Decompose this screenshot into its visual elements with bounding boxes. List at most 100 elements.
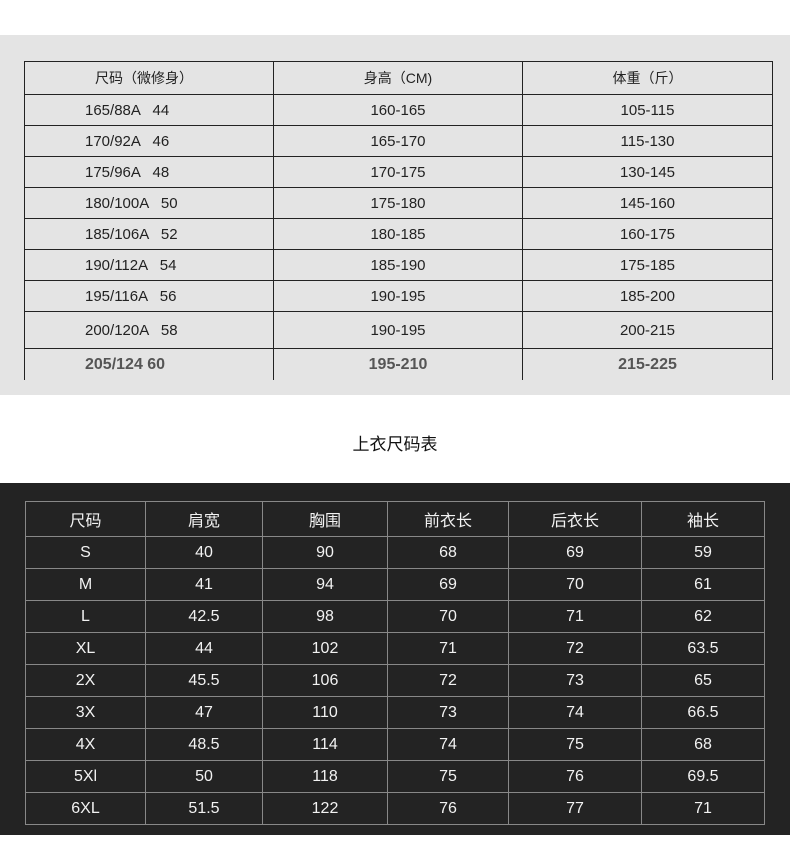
header-cell: 袖长: [641, 501, 765, 537]
table-cell: 195/116A 56: [24, 280, 274, 312]
table-cell: 44: [145, 632, 263, 665]
table-cell: 6XL: [25, 792, 146, 825]
table-cell: 69.5: [641, 760, 765, 793]
table-row: S 40 90 68 69 59: [25, 536, 765, 569]
table-row: 200/120A 58 190-195 200-215: [24, 311, 773, 349]
header-row: 尺码（微修身） 身高（CM) 体重（斤）: [24, 61, 773, 95]
table-cell: 41: [145, 568, 263, 601]
table-row: 195/116A 56 190-195 185-200: [24, 280, 773, 312]
table-cell: 165/88A 44: [24, 94, 274, 126]
table-cell: 72: [387, 664, 509, 697]
header-cell: 肩宽: [145, 501, 263, 537]
table-cell: 75: [387, 760, 509, 793]
table-cell: 50: [145, 760, 263, 793]
table-cell: 70: [508, 568, 642, 601]
table-cell: 51.5: [145, 792, 263, 825]
table-row: 185/106A 52 180-185 160-175: [24, 218, 773, 250]
table-cell: M: [25, 568, 146, 601]
table-cell: 62: [641, 600, 765, 633]
table-cell: 175-185: [522, 249, 773, 281]
table-cell: 94: [262, 568, 388, 601]
table-cell: 4X: [25, 728, 146, 761]
table-cell: 45.5: [145, 664, 263, 697]
table-cell: 215-225: [522, 348, 773, 380]
table-cell: 122: [262, 792, 388, 825]
table-cell: 185-200: [522, 280, 773, 312]
table-cell: 61: [641, 568, 765, 601]
table-row: L 42.5 98 70 71 62: [25, 600, 765, 633]
table-cell: 160-165: [273, 94, 523, 126]
table-cell: 73: [387, 696, 509, 729]
table-cell: 175-180: [273, 187, 523, 219]
table-cell: 185-190: [273, 249, 523, 281]
table-cell: 70: [387, 600, 509, 633]
table-cell: 48.5: [145, 728, 263, 761]
table-cell: 160-175: [522, 218, 773, 250]
header-cell: 前衣长: [387, 501, 509, 537]
table-cell: 195-210: [273, 348, 523, 380]
table-cell: 165-170: [273, 125, 523, 157]
table-cell: 90: [262, 536, 388, 569]
header-cell: 身高（CM): [273, 61, 523, 95]
table-row: 205/124 60 195-210 215-225: [24, 348, 773, 380]
table-cell: 106: [262, 664, 388, 697]
table-cell: 74: [387, 728, 509, 761]
table-cell: 98: [262, 600, 388, 633]
table-cell: 180/100A 50: [24, 187, 274, 219]
table-row: 4X 48.5 114 74 75 68: [25, 728, 765, 761]
table-cell: 71: [641, 792, 765, 825]
table-cell: 66.5: [641, 696, 765, 729]
table-cell: 47: [145, 696, 263, 729]
table-row: 3X 47 110 73 74 66.5: [25, 696, 765, 729]
size-chart-bottom: 尺码 肩宽 胸围 前衣长 后衣长 袖长 S 40 90 68 69 59 M 41 94 69 70 61 L 42.…: [25, 501, 765, 825]
table-cell: 40: [145, 536, 263, 569]
table-cell: 2X: [25, 664, 146, 697]
table-cell: 77: [508, 792, 642, 825]
top-size-title: 上衣尺码表: [352, 435, 438, 454]
table-cell: 205/124 60: [24, 348, 274, 380]
table-cell: 69: [508, 536, 642, 569]
table-cell: 71: [508, 600, 642, 633]
table-cell: 190-195: [273, 311, 523, 349]
header-cell: 体重（斤）: [522, 61, 773, 95]
table-cell: 114: [262, 728, 388, 761]
table-cell: 76: [387, 792, 509, 825]
table-cell: 110: [262, 696, 388, 729]
table-row: 2X 45.5 106 72 73 65: [25, 664, 765, 697]
table-cell: 42.5: [145, 600, 263, 633]
table-cell: 71: [387, 632, 509, 665]
table-cell: L: [25, 600, 146, 633]
table-cell: 130-145: [522, 156, 773, 188]
table-cell: 145-160: [522, 187, 773, 219]
table-row: 180/100A 50 175-180 145-160: [24, 187, 773, 219]
table-cell: 180-185: [273, 218, 523, 250]
table-cell: XL: [25, 632, 146, 665]
table-cell: 59: [641, 536, 765, 569]
table-cell: 65: [641, 664, 765, 697]
header-cell: 后衣长: [508, 501, 642, 537]
table-cell: 185/106A 52: [24, 218, 274, 250]
table-cell: 190-195: [273, 280, 523, 312]
table-cell: 68: [641, 728, 765, 761]
table-cell: 175/96A 48: [24, 156, 274, 188]
header-row: 尺码 肩宽 胸围 前衣长 后衣长 袖长: [25, 501, 765, 537]
table-cell: 3X: [25, 696, 146, 729]
header-cell: 尺码（微修身）: [24, 61, 274, 95]
table-cell: 69: [387, 568, 509, 601]
table-cell: 190/112A 54: [24, 249, 274, 281]
table-cell: 75: [508, 728, 642, 761]
table-row: M 41 94 69 70 61: [25, 568, 765, 601]
table-cell: 72: [508, 632, 642, 665]
table-cell: 74: [508, 696, 642, 729]
table-cell: 118: [262, 760, 388, 793]
size-chart-top: 尺码（微修身） 身高（CM) 体重（斤） 165/88A 44 160-165 105-1…: [24, 61, 773, 380]
table-cell: 170-175: [273, 156, 523, 188]
table-row: 175/96A 48 170-175 130-145: [24, 156, 773, 188]
table-row: 6XL 51.5 122 76 77 71: [25, 792, 765, 825]
table-cell: 76: [508, 760, 642, 793]
table-cell: 115-130: [522, 125, 773, 157]
table-cell: 73: [508, 664, 642, 697]
header-cell: 胸围: [262, 501, 388, 537]
table-row: 5Xl 50 118 75 76 69.5: [25, 760, 765, 793]
table-cell: 200/120A 58: [24, 311, 274, 349]
